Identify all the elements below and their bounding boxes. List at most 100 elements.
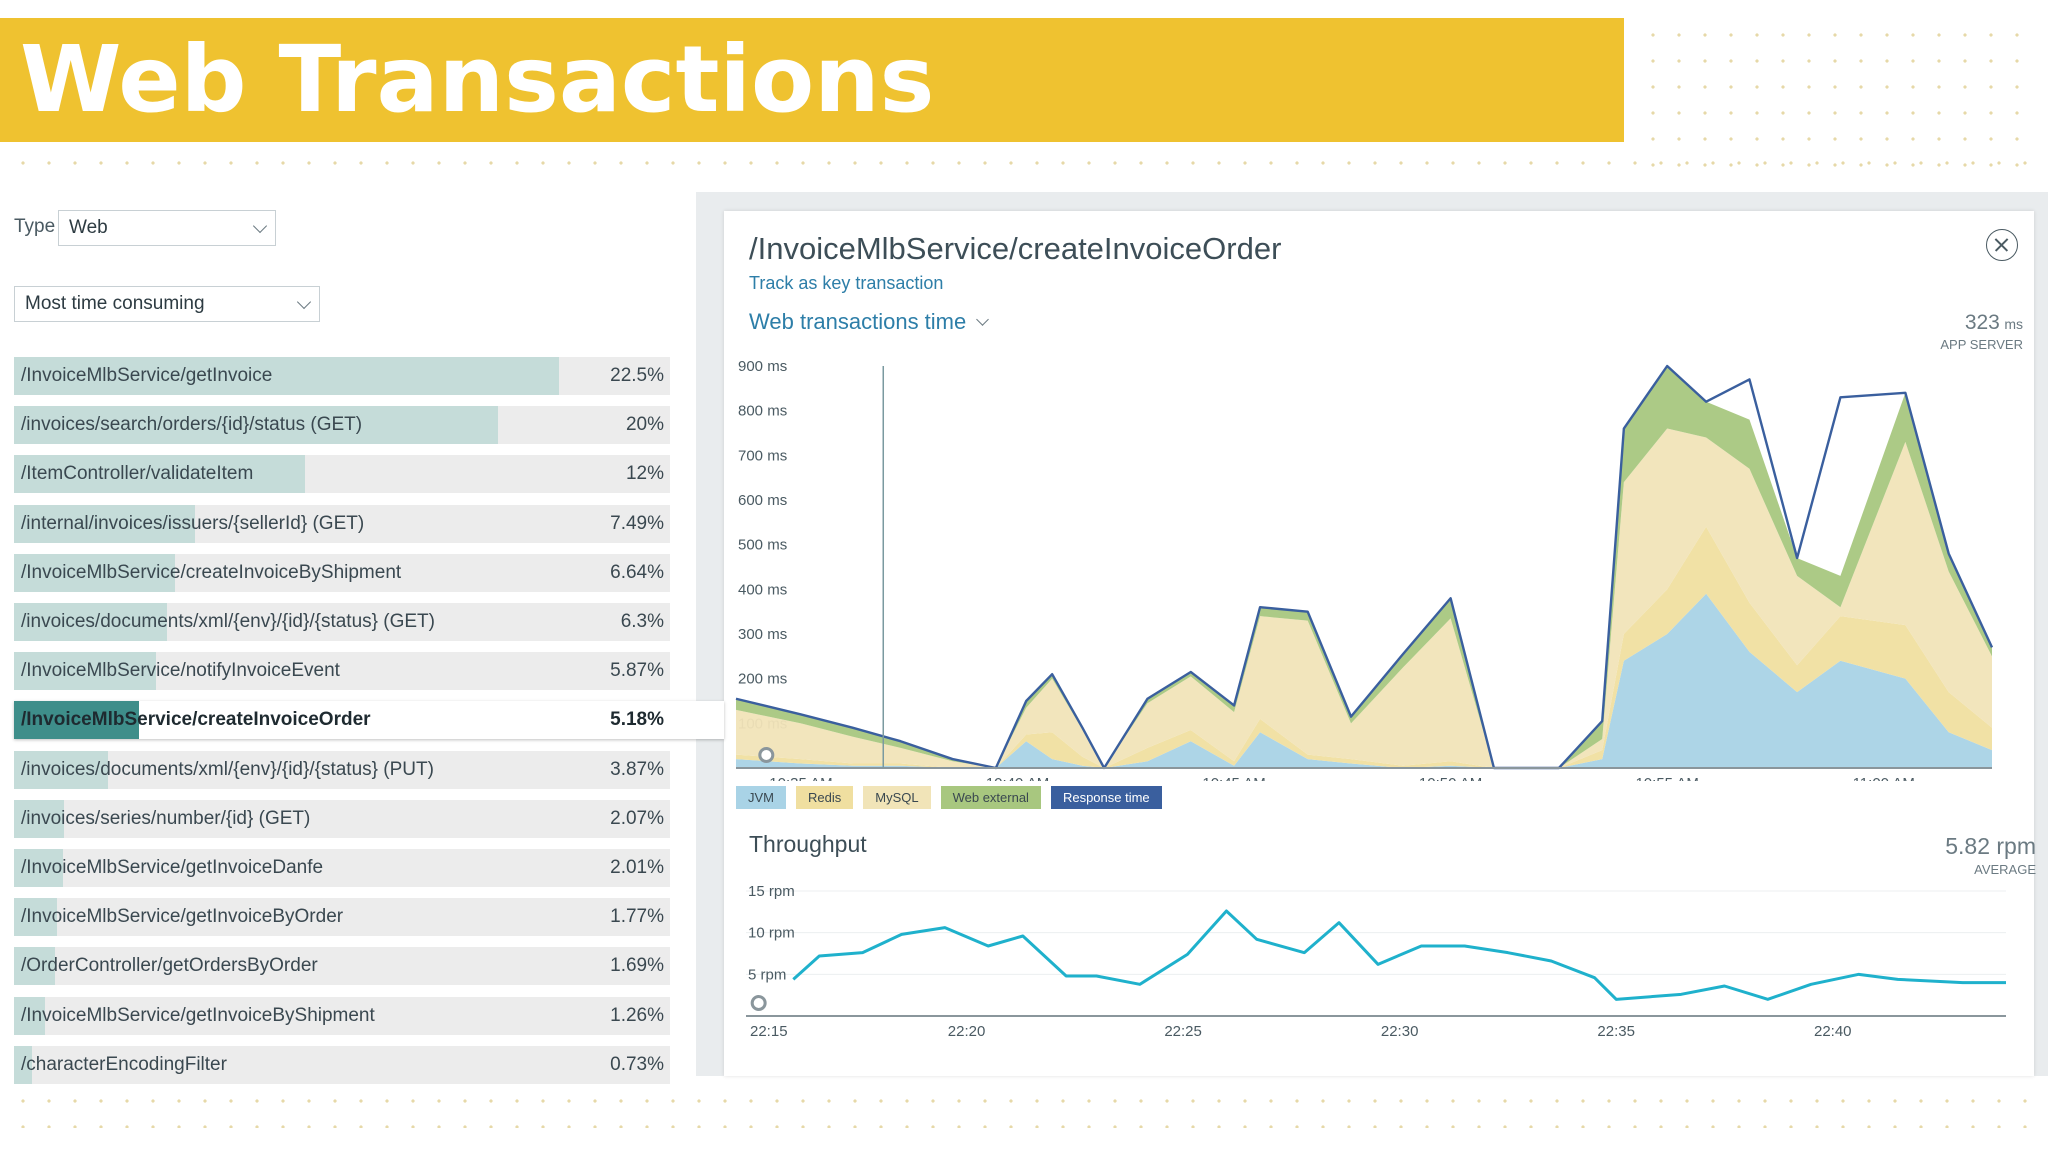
transaction-row[interactable]: /characterEncodingFilter 0.73% bbox=[14, 1045, 670, 1084]
transaction-percent: 1.26% bbox=[610, 1004, 664, 1026]
app-server-caption: APP SERVER bbox=[1940, 337, 2023, 352]
title-banner: Web Transactions bbox=[0, 18, 1624, 142]
transaction-detail-card: /InvoiceMlbService/createInvoiceOrder Tr… bbox=[724, 211, 2036, 1076]
transaction-row[interactable]: /invoices/documents/xml/{env}/{id}/{stat… bbox=[14, 603, 670, 641]
chart-legend: JVM Redis MySQL Web external Response ti… bbox=[736, 786, 1162, 809]
y-tick-label: 400 ms bbox=[738, 581, 787, 598]
transaction-name: /InvoiceMlbService/createInvoiceByShipme… bbox=[21, 561, 402, 583]
transaction-share-bar bbox=[14, 603, 167, 641]
transaction-name: /invoices/series/number/{id} (GET) bbox=[21, 807, 311, 829]
legend-jvm[interactable]: JVM bbox=[736, 786, 786, 809]
y-tick-label: 600 ms bbox=[738, 492, 787, 509]
transaction-row[interactable]: /InvoiceMlbService/createInvoiceOrder 5.1… bbox=[14, 701, 724, 740]
transaction-percent: 2.07% bbox=[610, 807, 664, 829]
y-tick-label: 10 rpm bbox=[748, 925, 795, 942]
range-handle-icon bbox=[758, 747, 775, 763]
transaction-share-bar bbox=[14, 849, 63, 887]
transaction-name: /InvoiceMlbService/getInvoiceByShipment bbox=[21, 1004, 375, 1026]
transaction-share-bar bbox=[14, 996, 45, 1035]
metric-select-label: Web transactions time bbox=[749, 309, 967, 334]
y-tick-label: 200 ms bbox=[738, 671, 787, 688]
transaction-name: /characterEncodingFilter bbox=[21, 1053, 227, 1075]
transaction-percent: 3.87% bbox=[610, 758, 664, 780]
type-label: Type bbox=[14, 216, 56, 237]
transaction-percent: 20% bbox=[625, 414, 664, 436]
transaction-share-bar bbox=[14, 504, 196, 543]
transaction-name: /ItemController/validateItem bbox=[21, 463, 254, 485]
x-tick-label: 10:40 AM bbox=[986, 775, 1049, 781]
transaction-name: /InvoiceMlbService/createInvoiceOrder bbox=[21, 709, 371, 731]
transaction-row[interactable]: /invoices/series/number/{id} (GET) 2.07% bbox=[14, 799, 670, 838]
transaction-row[interactable]: /InvoiceMlbService/getInvoice 22.5% bbox=[14, 357, 670, 395]
transaction-row[interactable]: /InvoiceMlbService/getInvoiceByOrder 1.77… bbox=[14, 898, 670, 937]
transaction-percent: 2.01% bbox=[610, 857, 664, 878]
throughput-chart: 5 rpm 10 rpm 15 rpm 22:15 22:20 22:25 22:30 22:… bbox=[746, 883, 2006, 1040]
transaction-percent: 5.87% bbox=[610, 660, 664, 682]
y-tick-label: 700 ms bbox=[738, 447, 787, 464]
transaction-row[interactable]: /internal/invoices/issuers/{sellerId} (G… bbox=[14, 504, 670, 543]
transaction-share-bar bbox=[14, 1045, 32, 1084]
y-tick-label: 300 ms bbox=[738, 626, 787, 643]
type-select[interactable]: Web bbox=[58, 210, 276, 246]
type-select-value: Web bbox=[69, 217, 108, 238]
transaction-share-bar bbox=[14, 455, 305, 494]
transaction-percent: 7.49% bbox=[610, 512, 664, 534]
y-tick-label: 500 ms bbox=[738, 537, 787, 554]
x-tick-label: 11:00 AM bbox=[1853, 775, 1915, 781]
page-title: Web Transactions bbox=[20, 26, 935, 133]
x-tick-label: 22:25 bbox=[1164, 1023, 1202, 1040]
transaction-row[interactable]: /invoices/documents/xml/{env}/{id}/{stat… bbox=[14, 750, 670, 789]
throughput-caption: AVERAGE bbox=[1974, 862, 2036, 877]
transaction-share-bar bbox=[14, 799, 65, 838]
x-tick-label: 22:35 bbox=[1597, 1023, 1635, 1040]
transaction-share-bar bbox=[14, 553, 175, 592]
transaction-row[interactable]: /InvoiceMlbService/getInvoiceByShipment 1… bbox=[14, 996, 670, 1035]
transaction-share-bar bbox=[14, 357, 559, 395]
transaction-row[interactable]: /invoices/search/orders/{id}/status (GET… bbox=[14, 406, 670, 445]
sort-select-value: Most time consuming bbox=[25, 293, 205, 314]
x-tick-label: 22:20 bbox=[948, 1023, 986, 1040]
x-tick-label: 10:45 AM bbox=[1202, 775, 1265, 781]
close-icon[interactable] bbox=[1986, 229, 2018, 261]
app-server-value: 323 bbox=[1964, 311, 2000, 334]
transaction-share-bar bbox=[14, 701, 140, 740]
legend-response-time[interactable]: Response time bbox=[1050, 786, 1162, 809]
metric-select[interactable]: Web transactions time bbox=[749, 309, 990, 335]
transaction-share-bar bbox=[14, 898, 57, 937]
area-series-redis bbox=[736, 526, 1992, 768]
transaction-name: /invoices/documents/xml/{env}/{id}/{stat… bbox=[21, 611, 435, 632]
transaction-row[interactable]: /InvoiceMlbService/notifyInvoiceEvent 5.8… bbox=[14, 652, 670, 691]
transaction-row[interactable]: /OrderController/getOrdersByOrder 1.69% bbox=[14, 947, 670, 986]
transaction-percent: 5.18% bbox=[610, 709, 664, 731]
transaction-share-bar bbox=[14, 947, 55, 986]
x-tick-label: 10:50 AM bbox=[1419, 775, 1482, 781]
transaction-row[interactable]: /InvoiceMlbService/getInvoiceDanfe 2.01% bbox=[14, 849, 670, 887]
throughput-value: 5.82 rpm bbox=[1945, 833, 2036, 859]
throughput-stat: 5.82 rpm AVERAGE bbox=[1945, 833, 2036, 877]
legend-mysql[interactable]: MySQL bbox=[863, 786, 931, 809]
transaction-name: /InvoiceMlbService/notifyInvoiceEvent bbox=[21, 660, 340, 682]
transaction-row[interactable]: /ItemController/validateItem 12% bbox=[14, 455, 670, 494]
track-key-transaction-link[interactable]: Track as key transaction bbox=[749, 273, 944, 293]
area-series-mysql bbox=[736, 428, 1992, 768]
chevron-down-icon bbox=[296, 294, 312, 310]
legend-redis[interactable]: Redis bbox=[796, 786, 854, 809]
sort-select[interactable]: Most time consuming bbox=[14, 286, 320, 322]
x-tick-label: 22:30 bbox=[1381, 1023, 1419, 1040]
transaction-row[interactable]: /InvoiceMlbService/createInvoiceByShipme… bbox=[14, 553, 670, 592]
area-series-jvm bbox=[736, 593, 1992, 768]
transaction-percent: 1.77% bbox=[610, 906, 664, 928]
x-tick-label: 22:15 bbox=[750, 1023, 788, 1040]
y-tick-label: 5 rpm bbox=[748, 966, 786, 983]
transaction-name: /internal/invoices/issuers/{sellerId} (G… bbox=[21, 512, 365, 534]
detail-title: /InvoiceMlbService/createInvoiceOrder bbox=[749, 231, 1282, 266]
legend-web-external[interactable]: Web external bbox=[940, 786, 1041, 809]
transaction-name: /InvoiceMlbService/getInvoiceDanfe bbox=[21, 857, 324, 878]
transaction-name: /invoices/search/orders/{id}/status (GET… bbox=[21, 414, 363, 436]
transaction-percent: 1.69% bbox=[610, 955, 664, 977]
transaction-percent: 6.64% bbox=[610, 561, 664, 583]
decorative-dots-bottom bbox=[10, 1088, 2040, 1128]
transaction-name: /OrderController/getOrdersByOrder bbox=[21, 955, 318, 977]
decorative-dots-top bbox=[1640, 22, 2030, 172]
